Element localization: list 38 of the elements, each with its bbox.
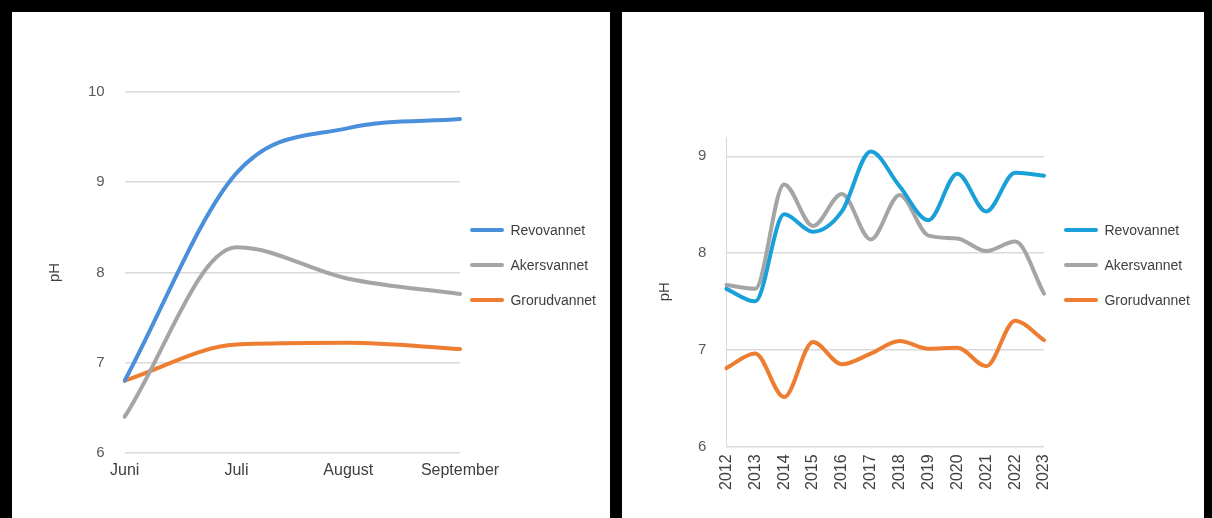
line-series (724, 182, 1046, 296)
line-series (724, 149, 1046, 304)
legend-label: Revovannet (1104, 222, 1180, 238)
y-tick-label: 10 (88, 82, 105, 100)
x-tick-label: 2019 (918, 454, 936, 490)
y-tick-label: 8 (698, 243, 707, 261)
x-tick-label: 2016 (832, 454, 850, 490)
legend-label: Akersvannet (1104, 257, 1183, 273)
y-axis-title: pH (655, 282, 673, 302)
y-tick-label: 7 (96, 352, 105, 370)
y-tick-label: 9 (698, 146, 707, 164)
line-series (122, 245, 462, 419)
x-tick-label: Juli (224, 460, 249, 478)
x-tick-label: 2018 (890, 454, 908, 490)
x-tick-label: 2015 (803, 454, 821, 490)
legend-label: Grorudvannet (510, 292, 596, 308)
line-series (724, 318, 1046, 400)
x-tick-label: Juni (110, 460, 140, 478)
x-tick-label: 2017 (861, 454, 879, 490)
y-tick-label: 8 (96, 262, 105, 280)
x-tick-label: 2021 (976, 454, 994, 490)
y-tick-label: 6 (96, 442, 105, 460)
x-tick-label: 2013 (745, 454, 763, 490)
y-tick-label: 9 (96, 172, 105, 190)
line-series (122, 117, 462, 383)
y-tick-label: 6 (698, 436, 707, 454)
legend-label: Revovannet (510, 222, 586, 238)
x-tick-label: 2014 (774, 454, 792, 490)
x-tick-label: 2012 (716, 454, 734, 490)
x-tick-label: September (420, 460, 500, 478)
legend-label: Akersvannet (510, 257, 589, 273)
x-tick-label: 2020 (947, 454, 965, 490)
y-axis-title: pH (45, 262, 63, 282)
legend-label: Grorudvannet (1104, 292, 1190, 308)
y-tick-label: 7 (698, 339, 707, 357)
x-tick-label: 2023 (1034, 454, 1052, 490)
x-tick-label: August (323, 460, 374, 478)
x-tick-label: 2022 (1005, 454, 1023, 490)
